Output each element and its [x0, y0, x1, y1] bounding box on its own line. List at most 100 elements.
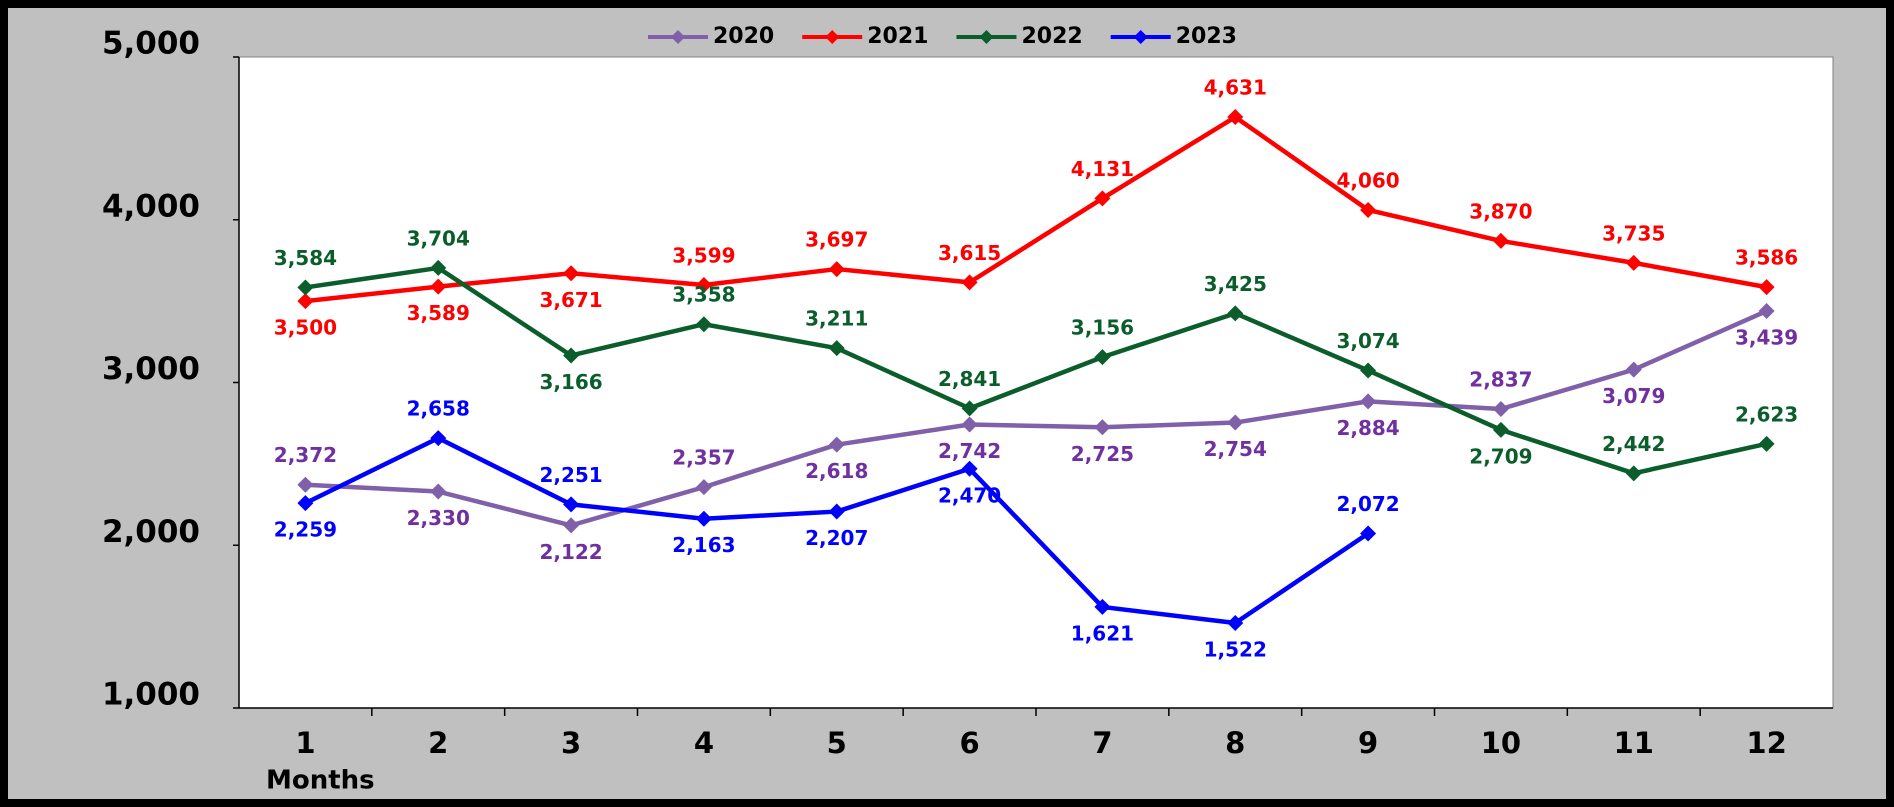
data-label: 3,156	[1071, 316, 1134, 340]
data-point	[1227, 305, 1244, 322]
data-label: 2,725	[1071, 442, 1134, 466]
data-label: 4,631	[1204, 76, 1267, 100]
x-tick-label: 3	[561, 726, 581, 760]
data-point	[297, 495, 314, 512]
x-tick-label: 12	[1746, 726, 1786, 760]
series-line	[305, 265, 1768, 476]
data-point	[828, 261, 845, 278]
data-label: 3,615	[938, 241, 1001, 265]
data-point	[1360, 362, 1377, 379]
data-label: 2,330	[407, 506, 470, 530]
legend-label: 2020	[713, 24, 774, 49]
data-label: 2,442	[1602, 432, 1665, 456]
data-label: 2,251	[539, 463, 602, 487]
legend-marker	[979, 30, 994, 44]
data-label: 3,500	[274, 316, 337, 340]
data-label: 2,754	[1204, 437, 1267, 461]
data-label: 2,357	[672, 446, 735, 470]
data-point	[1094, 190, 1111, 207]
data-point	[695, 479, 712, 496]
x-tick-label: 8	[1225, 726, 1245, 760]
data-point	[828, 436, 845, 453]
data-point	[1758, 303, 1775, 320]
data-label: 4,060	[1336, 168, 1399, 192]
legend-marker	[825, 30, 840, 44]
legend-marker	[1133, 30, 1148, 44]
data-label: 3,166	[539, 370, 602, 394]
data-point	[430, 259, 447, 276]
data-label: 4,131	[1071, 157, 1134, 181]
data-label: 3,599	[672, 244, 735, 268]
data-point	[1360, 393, 1377, 410]
data-label: 2,072	[1336, 492, 1399, 516]
data-point	[297, 293, 314, 310]
data-label: 3,211	[805, 307, 868, 331]
series-line	[305, 308, 1768, 528]
data-point	[828, 340, 845, 357]
data-point	[961, 460, 978, 477]
data-point	[695, 277, 712, 294]
data-label: 1,621	[1071, 621, 1134, 645]
data-point	[1360, 201, 1377, 218]
data-point	[1360, 525, 1377, 542]
data-label: 3,584	[274, 246, 337, 270]
data-label: 3,697	[805, 228, 868, 252]
data-point	[1625, 361, 1642, 378]
x-tick-label: 10	[1481, 726, 1521, 760]
data-label: 3,870	[1469, 199, 1532, 223]
data-point	[297, 476, 314, 493]
data-point	[1625, 465, 1642, 482]
data-point	[1758, 435, 1775, 452]
x-tick-label: 4	[694, 726, 714, 760]
data-point	[1227, 109, 1244, 126]
data-point	[563, 496, 580, 513]
x-tick-label: 6	[959, 726, 979, 760]
data-point	[961, 274, 978, 291]
data-point	[1625, 254, 1642, 271]
x-tick-label: 9	[1358, 726, 1378, 760]
data-point	[1492, 421, 1509, 438]
data-point	[828, 503, 845, 520]
data-label: 2,709	[1469, 444, 1532, 468]
data-point	[430, 430, 447, 447]
data-point	[1227, 615, 1244, 632]
legend-label: 2023	[1176, 24, 1237, 49]
data-point	[1758, 279, 1775, 296]
data-point	[1094, 419, 1111, 436]
data-point	[961, 400, 978, 417]
x-tick-label: 11	[1614, 726, 1654, 760]
data-label: 2,207	[805, 526, 868, 550]
x-tick-label: 1	[295, 726, 315, 760]
data-point	[695, 316, 712, 333]
x-axis-label: Months	[266, 766, 375, 796]
data-point	[1094, 598, 1111, 615]
data-label: 3,358	[672, 283, 735, 307]
data-point	[1227, 414, 1244, 431]
legend-label: 2022	[1021, 24, 1082, 49]
data-label: 2,658	[407, 397, 470, 421]
data-label: 3,079	[1602, 384, 1665, 408]
data-point	[1094, 349, 1111, 366]
data-point	[695, 510, 712, 527]
data-label: 3,589	[407, 301, 470, 325]
x-tick-label: 5	[827, 726, 847, 760]
data-point	[297, 279, 314, 296]
data-label: 3,425	[1204, 272, 1267, 296]
x-tick-label: 7	[1092, 726, 1112, 760]
data-label: 2,618	[805, 459, 868, 483]
data-label: 2,122	[539, 540, 602, 564]
data-point	[563, 517, 580, 534]
data-point	[430, 483, 447, 500]
y-tick-label: 2,000	[102, 514, 200, 550]
data-label: 2,163	[672, 533, 735, 557]
data-point	[961, 416, 978, 433]
data-label: 3,586	[1735, 246, 1798, 270]
data-point	[1492, 401, 1509, 418]
data-label: 2,623	[1735, 402, 1798, 426]
data-label: 2,742	[938, 439, 1001, 463]
data-label: 3,439	[1735, 326, 1798, 350]
data-label: 2,259	[274, 518, 337, 542]
data-point	[430, 278, 447, 295]
